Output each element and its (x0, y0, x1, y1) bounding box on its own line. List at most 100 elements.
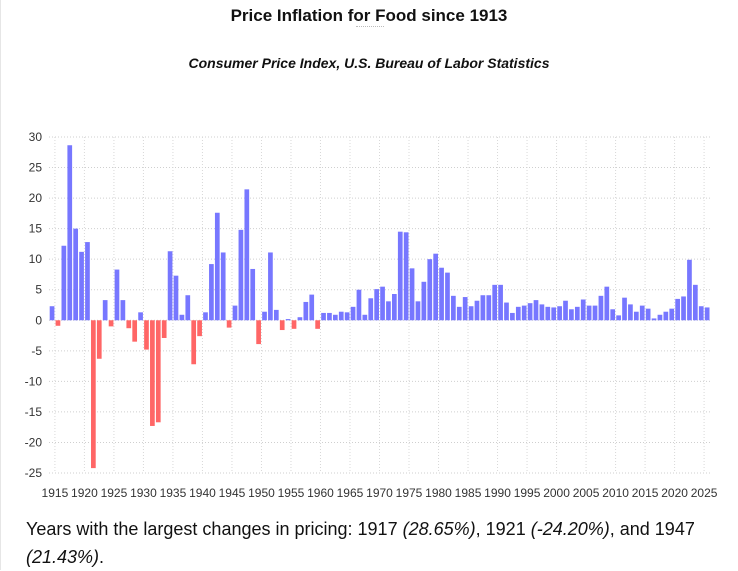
bar-1946: 1946: 14.8 (238, 229, 244, 321)
bar-1999: 1999: 2.1 (551, 307, 557, 321)
bar-1972: 1972: 4.3 (392, 294, 397, 321)
x-tick-label: 2000 (543, 486, 570, 500)
bar-1942: 1942: 17.6 (214, 212, 220, 321)
bar-1986: 1986: 3.2 (474, 300, 480, 321)
bar-2011: 2011: 3.7 (622, 297, 627, 321)
inflation-bar-chart: 1914: 2.31915: -0.91916: 12.21917: 28.65… (25, 130, 718, 500)
y-tick-label: 25 (29, 161, 43, 175)
bar-2000: 2000: 2.3 (557, 306, 562, 321)
bar-1919: 1919: 11.2 (79, 251, 84, 321)
bar-1976: 1976: 3.1 (415, 301, 421, 321)
x-tick-label: 2015 (632, 486, 659, 500)
bar-1917: 1917: 28.65 (67, 145, 73, 321)
x-tick-label: 2010 (602, 486, 629, 500)
bar-1945: 1945: 2.4 (232, 305, 238, 321)
bar-1981: 1981: 7.8 (445, 272, 450, 321)
bar-1939: 1939: -2.6 (197, 320, 202, 337)
bar-1960: 1960: 1.2 (321, 312, 326, 321)
x-tick-label: 1975 (396, 486, 423, 500)
bar-1918: 1918: 15 (73, 228, 79, 321)
bar-undefined: undefined: 2.1 (704, 307, 710, 321)
title-underline (356, 26, 384, 27)
bar-1958: 1958: 4.2 (309, 294, 315, 321)
bar-1954: 1954: 0.2 (285, 319, 291, 321)
bar-1948: 1948: 8.4 (250, 268, 256, 321)
x-tick-label: 1920 (71, 486, 98, 500)
summary-change-2: (-24.20%) (530, 519, 610, 539)
x-tick-label: 1945 (219, 486, 246, 500)
bar-1959: 1959: -1.4 (315, 320, 320, 329)
bar-1937: 1937: 4.1 (185, 295, 191, 321)
bar-2006: 2006: 2.4 (592, 305, 598, 321)
summary-year-3: 1947 (654, 519, 695, 539)
summary-year-2: 1921 (485, 519, 526, 539)
summary-text: Years with the largest changes in pricin… (26, 515, 731, 571)
x-tick-label: 1970 (366, 486, 393, 500)
bar-2013: 2013: 1.4 (633, 311, 639, 321)
bar-1924: 1924: -1 (108, 320, 114, 327)
x-axis-labels: 1915 1920 1925 1930 1935 1940 1945 1950 1955 1960… (42, 486, 718, 500)
bar-1922: 1922: -6.3 (96, 320, 102, 359)
bar-1990: 1990: 5.8 (498, 284, 503, 321)
bar-1998: 1998: 2.2 (545, 306, 551, 321)
y-tick-label: -25 (25, 466, 43, 480)
bar-1914: 1914: 2.3 (49, 306, 55, 321)
bar-1953: 1953: -1.6 (279, 320, 285, 331)
bar-1973: 1973: 14.5 (397, 231, 403, 321)
summary-prefix: Years with the largest changes in pricin… (26, 519, 358, 539)
bar-1980: 1980: 8.6 (439, 267, 444, 321)
bar-1985: 1985: 2.3 (468, 306, 474, 321)
bar-1923: 1923: 3.3 (102, 300, 108, 321)
bar-1934: 1934: 11.3 (167, 251, 173, 321)
x-tick-label: 1960 (307, 486, 334, 500)
summary-change-1: (28.65%) (402, 519, 476, 539)
bar-1921: 1921: -24.2 (91, 320, 96, 469)
x-tick-label: 1965 (337, 486, 364, 500)
bar-1950: 1950: 1.4 (262, 311, 267, 321)
x-tick-label: 1950 (248, 486, 275, 500)
chart-title: Price Inflation for Food since 1913 (230, 6, 508, 25)
bar-1996: 1996: 3.3 (533, 300, 539, 321)
y-tick-label: -20 (25, 435, 43, 449)
bar-1989: 1989: 5.8 (492, 284, 498, 321)
x-tick-label: 1980 (425, 486, 452, 500)
bar-2022: 2022: 9.9 (687, 259, 692, 321)
bar-1987: 1987: 4.1 (480, 295, 486, 321)
bar-2002: 2002: 1.8 (569, 309, 574, 321)
bar-1971: 1971: 3.1 (386, 301, 391, 321)
bar-1963: 1963: 1.4 (338, 311, 344, 321)
bar-1995: 1995: 2.8 (527, 303, 533, 321)
bar-2020: 2020: 3.5 (675, 298, 680, 321)
bar-1915: 1915: -0.9 (55, 320, 61, 326)
summary-year-1: 1917 (357, 519, 398, 539)
bar-2007: 2007: 4 (598, 295, 604, 321)
y-tick-label: 15 (29, 222, 43, 236)
bar-1997: 1997: 2.6 (539, 304, 545, 321)
bar-2021: 2021: 3.9 (681, 296, 686, 321)
bar-1974: 1974: 14.4 (403, 232, 409, 321)
bar-2001: 2001: 3.2 (563, 300, 568, 321)
bar-1943: 1943: 11.1 (220, 252, 226, 321)
bar-1952: 1952: 1.7 (273, 309, 279, 321)
bar-1975: 1975: 8.5 (409, 268, 415, 321)
bar-2016: 2016: 0.3 (651, 318, 657, 321)
y-tick-label: 20 (29, 191, 43, 205)
bar-2014: 2014: 2.4 (639, 305, 645, 321)
y-tick-label: -10 (25, 374, 43, 388)
bar-2009: 2009: 1.8 (610, 309, 616, 321)
bar-1916: 1916: 12.2 (61, 245, 67, 321)
bar-1927: 1927: -1.3 (126, 320, 132, 329)
bar-1983: 1983: 2.2 (456, 306, 462, 321)
bar-1968: 1968: 3.6 (368, 298, 374, 321)
bar-1932: 1932: -16.7 (155, 320, 161, 423)
bar-1988: 1988: 4.1 (486, 295, 492, 321)
bar-1955: 1955: -1.4 (291, 320, 297, 329)
bar-1977: 1977: 6.3 (421, 281, 427, 321)
y-tick-label: 0 (35, 313, 42, 327)
y-tick-label: 5 (35, 283, 42, 297)
bar-1991: 1991: 2.9 (504, 302, 509, 321)
summary-sep-1: , (475, 519, 486, 539)
bar-1929: 1929: 1.3 (138, 312, 143, 321)
bar-1936: 1936: 0.9 (179, 314, 185, 321)
